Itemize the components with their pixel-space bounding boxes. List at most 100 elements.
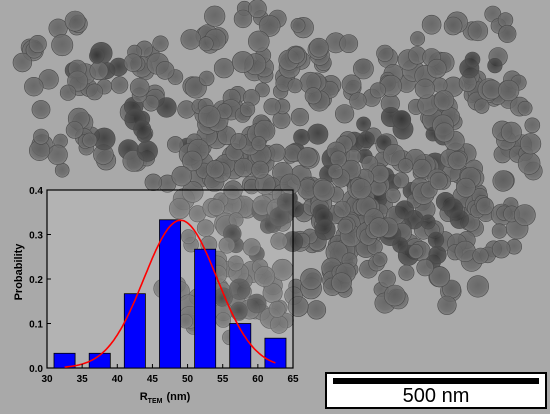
nanoparticle — [268, 300, 286, 318]
nanoparticle — [64, 10, 86, 32]
nanoparticle — [142, 95, 160, 112]
nanoparticle — [333, 200, 351, 218]
nanoparticle — [287, 46, 305, 64]
nanoparticle — [412, 159, 432, 179]
x-tick-label: 35 — [77, 374, 89, 385]
nanoparticle — [198, 105, 221, 128]
nanoparticle — [369, 82, 386, 99]
nanoparticle-field — [12, 0, 543, 346]
nanoparticle — [376, 44, 394, 62]
nanoparticle — [290, 107, 310, 127]
x-ticks: 30 35 40 45 50 55 60 65 — [41, 364, 299, 385]
scale-bar-label: 500 nm — [402, 385, 470, 407]
nanoparticle — [229, 278, 251, 300]
nanoparticle — [410, 31, 425, 47]
nanoparticle — [385, 187, 401, 204]
y-tick-label: 0.2 — [29, 275, 43, 286]
histogram-bar — [53, 352, 76, 369]
nanoparticle — [231, 51, 254, 73]
nanoparticle — [167, 136, 184, 153]
nanoparticle — [89, 48, 105, 64]
nanoparticle — [171, 166, 192, 187]
nanoparticle — [429, 266, 451, 288]
nanoparticle — [28, 34, 47, 53]
nanoparticle — [182, 150, 203, 172]
nanoparticle — [180, 229, 196, 245]
nanoparticle — [349, 92, 367, 110]
nanoparticle — [251, 160, 270, 179]
nanoparticle — [240, 101, 256, 117]
nanoparticle — [491, 223, 508, 239]
nanoparticle — [290, 17, 306, 33]
nanoparticle — [513, 204, 536, 227]
nanoparticle — [414, 78, 436, 99]
nanoparticle — [352, 58, 374, 80]
nanoparticle — [196, 219, 215, 237]
nanoparticle — [447, 151, 467, 171]
nanoparticle — [198, 36, 214, 52]
nanoparticle — [65, 121, 84, 139]
nanoparticle — [230, 133, 248, 150]
nanoparticle — [392, 110, 412, 130]
nanoparticle — [339, 34, 359, 54]
nanoparticle — [227, 255, 244, 272]
nanoparticle — [474, 98, 490, 114]
nanoparticle — [427, 58, 447, 79]
nanoparticle — [33, 128, 50, 145]
nanoparticle — [435, 192, 456, 212]
nanoparticle — [246, 293, 267, 314]
nanoparticle — [133, 120, 152, 139]
nanoparticle — [464, 51, 481, 68]
nanoparticle — [276, 193, 296, 212]
x-tick-label: 55 — [217, 374, 229, 385]
x-tick-label: 30 — [41, 374, 53, 385]
nanoparticle — [524, 117, 541, 134]
nanoparticle — [181, 181, 204, 203]
nanoparticle — [199, 70, 215, 87]
y-tick-label: 0.0 — [29, 364, 43, 375]
nanoparticle — [393, 172, 410, 189]
x-tick-label: 60 — [252, 374, 264, 385]
nanoparticle — [421, 14, 442, 35]
nanoparticle — [129, 77, 150, 98]
nanoparticle — [155, 61, 175, 80]
histogram-bar — [159, 219, 182, 369]
nanoparticle — [123, 53, 143, 72]
nanoparticle — [456, 177, 476, 198]
nanoparticle — [287, 78, 303, 94]
nanoparticle — [492, 170, 514, 192]
x-axis-label-subscript: TEM — [148, 398, 163, 405]
nanoparticle — [263, 98, 281, 116]
nanoparticle — [169, 198, 191, 220]
nanoparticle — [86, 83, 104, 101]
nanoparticle — [394, 200, 414, 220]
nanoparticle — [218, 237, 236, 254]
y-tick-label: 0.3 — [29, 231, 43, 242]
x-tick-label: 45 — [147, 374, 159, 385]
nanoparticle — [335, 104, 355, 124]
nanoparticle — [337, 218, 354, 235]
nanoparticle — [254, 265, 276, 287]
nanoparticle — [82, 132, 98, 148]
nanoparticle — [429, 171, 448, 190]
nanoparticle — [408, 243, 424, 259]
nanoparticle — [331, 272, 352, 294]
histogram-bar — [264, 337, 287, 369]
nanoparticle — [500, 121, 522, 143]
nanoparticle — [428, 245, 447, 264]
nanoparticle — [487, 57, 503, 74]
nanoparticle — [314, 219, 336, 241]
nanoparticle — [382, 143, 405, 166]
histogram-bars — [53, 219, 287, 369]
nanoparticle — [312, 179, 335, 202]
nanoparticle — [304, 87, 322, 105]
nanoparticle — [492, 240, 511, 259]
nanoparticle — [437, 295, 457, 315]
nanoparticle — [350, 178, 372, 200]
y-ticks: 0.0 0.1 0.2 0.3 0.4 — [29, 186, 51, 375]
nanoparticle — [207, 199, 225, 217]
nanoparticle — [443, 16, 463, 36]
nanoparticle — [233, 9, 253, 29]
